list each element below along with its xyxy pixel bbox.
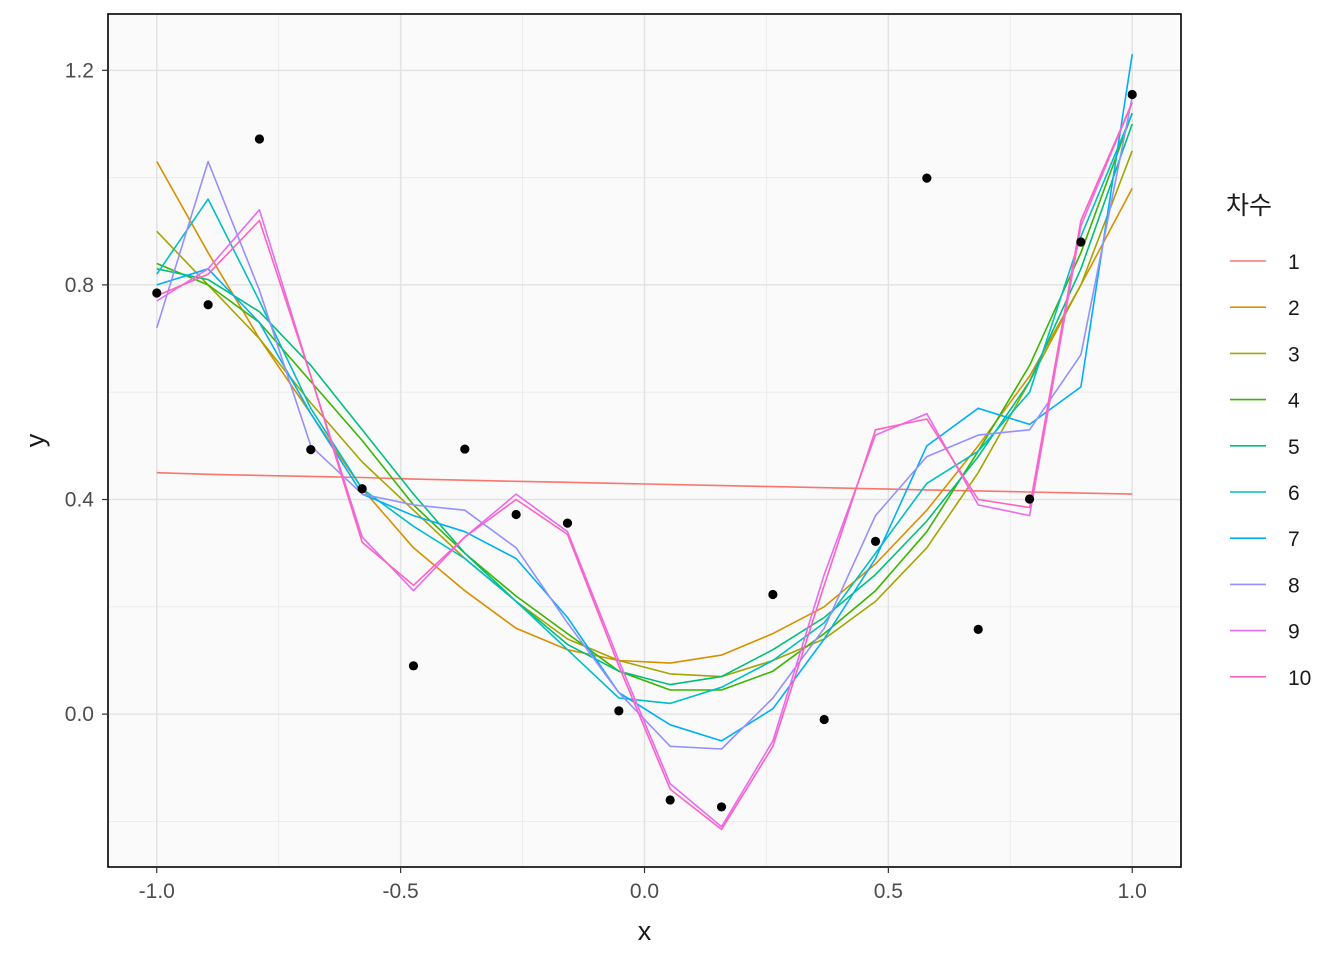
x-axis-title: x xyxy=(638,916,652,946)
x-tick-label: -0.5 xyxy=(383,880,419,903)
legend-label-7: 7 xyxy=(1288,528,1300,551)
legend-label-5: 5 xyxy=(1288,436,1300,459)
data-point xyxy=(665,795,675,805)
data-point xyxy=(870,536,881,546)
y-tick-label: 1.2 xyxy=(65,59,94,82)
legend-label-2: 2 xyxy=(1288,297,1300,320)
legend-label-9: 9 xyxy=(1288,621,1300,644)
data-point xyxy=(922,173,932,183)
data-point xyxy=(357,484,367,494)
data-point xyxy=(768,589,778,600)
y-tick-label: 0.0 xyxy=(65,703,94,726)
data-point xyxy=(408,661,419,671)
data-point xyxy=(1024,494,1035,504)
data-point xyxy=(973,624,983,634)
x-tick-label: 0.0 xyxy=(630,880,659,903)
y-axis: 0.0 0.4 0.8 1.2 xyxy=(65,59,108,726)
legend-items: 1 2 3 4 5 6 7 8 9 10 xyxy=(1230,251,1311,690)
series-line-4 xyxy=(156,112,1133,691)
legend-label-6: 6 xyxy=(1288,482,1300,505)
series-line-7 xyxy=(156,54,1133,742)
legend: 차수 1 2 3 4 5 6 7 8 9 10 xyxy=(1226,191,1311,690)
data-point xyxy=(306,445,316,455)
y-axis-title: y xyxy=(20,433,50,447)
data-point xyxy=(614,706,624,716)
grid-lines xyxy=(108,14,1181,867)
data-point xyxy=(1076,237,1086,247)
data-point xyxy=(460,444,470,454)
data-point xyxy=(1127,89,1137,100)
data-point xyxy=(716,802,727,812)
data-point xyxy=(152,288,162,298)
data-point xyxy=(511,509,521,520)
x-tick-label: 1.0 xyxy=(1118,880,1147,903)
data-point xyxy=(203,300,213,310)
series-line-10 xyxy=(156,102,1133,831)
legend-label-8: 8 xyxy=(1288,574,1300,597)
data-point xyxy=(562,518,573,528)
legend-label-3: 3 xyxy=(1288,343,1300,366)
legend-label-4: 4 xyxy=(1288,390,1300,413)
x-axis: -1.0 -0.5 0.0 0.5 1.0 xyxy=(139,867,1147,903)
y-tick-label: 0.4 xyxy=(65,489,95,512)
x-tick-label: -1.0 xyxy=(139,880,175,903)
legend-title: 차수 xyxy=(1226,191,1272,220)
series-line-6 xyxy=(156,112,1133,705)
data-points xyxy=(152,89,1137,812)
legend-label-10: 10 xyxy=(1288,667,1311,690)
series-lines xyxy=(156,54,1133,831)
series-line-5 xyxy=(156,123,1133,686)
legend-label-1: 1 xyxy=(1288,251,1300,274)
data-point xyxy=(254,134,265,144)
y-tick-label: 0.8 xyxy=(65,274,94,297)
series-line-8 xyxy=(156,97,1133,750)
x-tick-label: 0.5 xyxy=(874,880,903,903)
data-point xyxy=(819,714,829,725)
